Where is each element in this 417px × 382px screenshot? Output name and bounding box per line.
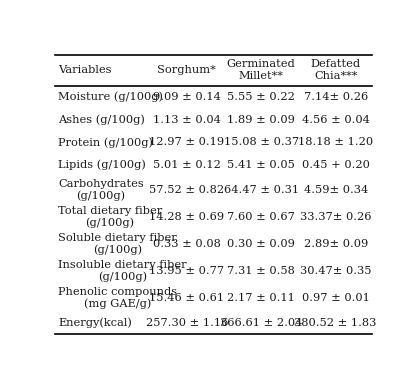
Text: Defatted
Chia***: Defatted Chia*** [311,59,361,81]
Text: 7.60 ± 0.67: 7.60 ± 0.67 [227,212,295,222]
Text: 7.14± 0.26: 7.14± 0.26 [304,92,368,102]
Text: 5.01 ± 0.12: 5.01 ± 0.12 [153,160,221,170]
Text: 57.52 ± 0.82: 57.52 ± 0.82 [149,185,224,195]
Text: Insoluble dietary fiber
(g/100g): Insoluble dietary fiber (g/100g) [58,260,186,282]
Text: 0.45 + 0.20: 0.45 + 0.20 [302,160,369,170]
Text: Variables: Variables [58,65,111,75]
Text: 7.31 ± 0.58: 7.31 ± 0.58 [227,266,295,276]
Text: Phenolic compounds
(mg GAE/g): Phenolic compounds (mg GAE/g) [58,287,177,309]
Text: Moisture (g/100g): Moisture (g/100g) [58,92,163,102]
Text: 64.47 ± 0.31: 64.47 ± 0.31 [224,185,299,195]
Text: 2.17 ± 0.11: 2.17 ± 0.11 [227,293,295,303]
Text: 12.97 ± 0.19: 12.97 ± 0.19 [149,138,224,147]
Text: 257.30 ± 1.16: 257.30 ± 1.16 [146,318,228,328]
Text: 5.55 ± 0.22: 5.55 ± 0.22 [227,92,295,102]
Text: 1.89 ± 0.09: 1.89 ± 0.09 [227,115,295,125]
Text: 14.28 ± 0.69: 14.28 ± 0.69 [149,212,224,222]
Text: 15.46 ± 0.61: 15.46 ± 0.61 [149,293,224,303]
Text: 9.09 ± 0.14: 9.09 ± 0.14 [153,92,221,102]
Text: Protein (g/100g): Protein (g/100g) [58,137,153,148]
Text: 5.41 ± 0.05: 5.41 ± 0.05 [227,160,295,170]
Text: Carbohydrates
(g/100g): Carbohydrates (g/100g) [58,179,144,201]
Text: 2.89± 0.09: 2.89± 0.09 [304,239,368,249]
Text: 18.18 ± 1.20: 18.18 ± 1.20 [298,138,373,147]
Text: Germinated
Millet**: Germinated Millet** [227,59,296,81]
Text: 33.37± 0.26: 33.37± 0.26 [300,212,372,222]
Text: 30.47± 0.35: 30.47± 0.35 [300,266,372,276]
Text: 1.13 ± 0.04: 1.13 ± 0.04 [153,115,221,125]
Text: 4.56 ± 0.04: 4.56 ± 0.04 [302,115,369,125]
Text: Energy(kcal): Energy(kcal) [58,317,132,328]
Text: Lipids (g/100g): Lipids (g/100g) [58,160,146,170]
Text: Total dietary fiber
(g/100g): Total dietary fiber (g/100g) [58,206,162,228]
Text: Ashes (g/100g): Ashes (g/100g) [58,114,145,125]
Text: Soluble dietary fiber
(g/100g): Soluble dietary fiber (g/100g) [58,233,177,255]
Text: 0.97 ± 0.01: 0.97 ± 0.01 [302,293,369,303]
Text: 0.30 ± 0.09: 0.30 ± 0.09 [227,239,295,249]
Text: 15.08 ± 0.37: 15.08 ± 0.37 [224,138,299,147]
Text: 4.59± 0.34: 4.59± 0.34 [304,185,368,195]
Text: 0.33 ± 0.08: 0.33 ± 0.08 [153,239,221,249]
Text: 380.52 ± 1.83: 380.52 ± 1.83 [294,318,377,328]
Text: 366.61 ± 2.04: 366.61 ± 2.04 [220,318,302,328]
Text: 13.95 ± 0.77: 13.95 ± 0.77 [149,266,224,276]
Text: Sorghum*: Sorghum* [157,65,216,75]
